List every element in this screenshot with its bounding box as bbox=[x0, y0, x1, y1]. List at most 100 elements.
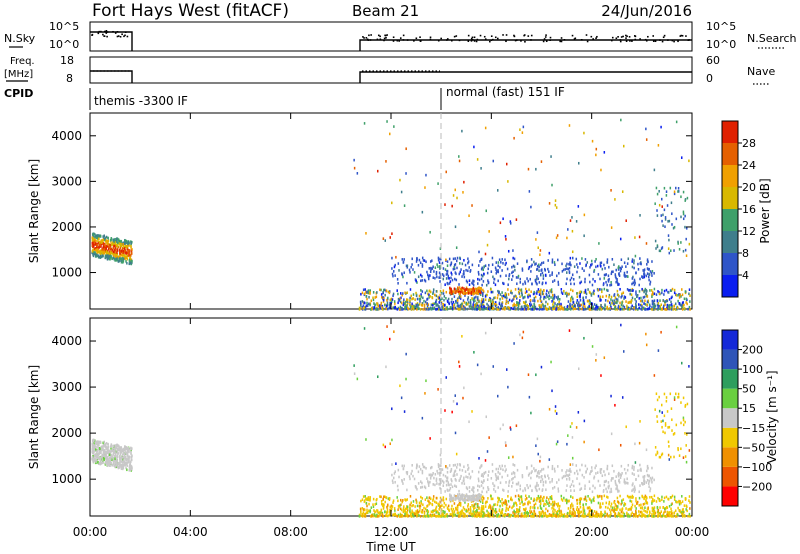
velocity-point bbox=[560, 509, 562, 513]
power-point bbox=[96, 235, 99, 238]
power-point bbox=[393, 265, 396, 269]
power-point bbox=[616, 299, 619, 303]
velocity-point bbox=[438, 508, 440, 511]
velocity-point bbox=[378, 514, 380, 518]
nsearch-dot bbox=[467, 34, 470, 37]
velocity-point bbox=[632, 495, 634, 499]
power-point bbox=[364, 301, 366, 305]
velocity-point bbox=[537, 506, 539, 510]
power-point bbox=[107, 251, 109, 255]
power-point bbox=[640, 307, 643, 311]
velocity-point bbox=[116, 451, 119, 454]
power-point bbox=[460, 287, 463, 291]
power-point bbox=[522, 282, 524, 286]
power-point bbox=[516, 303, 518, 307]
velocity-point bbox=[660, 515, 662, 518]
velocity-point bbox=[629, 499, 631, 503]
velocity-point bbox=[616, 515, 618, 518]
power-point bbox=[633, 283, 636, 287]
velocity-point bbox=[593, 476, 595, 480]
velocity-point bbox=[406, 505, 409, 509]
velocity-point bbox=[548, 504, 550, 508]
velocity-point bbox=[532, 506, 534, 509]
velocity-point bbox=[103, 449, 106, 453]
velocity-point bbox=[112, 446, 115, 450]
power-point bbox=[426, 302, 429, 305]
power-point bbox=[426, 289, 428, 293]
power-point bbox=[391, 300, 393, 304]
velocity-point bbox=[396, 515, 399, 518]
velocity-point bbox=[470, 513, 472, 516]
power-point bbox=[95, 253, 97, 257]
velocity-point bbox=[418, 514, 420, 517]
velocity-point bbox=[419, 504, 422, 508]
power-point bbox=[494, 301, 497, 304]
power-point bbox=[682, 190, 685, 194]
velocity-point bbox=[420, 486, 422, 489]
velocity-point bbox=[437, 502, 439, 506]
velocity-point bbox=[579, 502, 581, 506]
power-point bbox=[522, 125, 525, 129]
power-point bbox=[417, 304, 420, 307]
power-point bbox=[473, 296, 476, 300]
power-point bbox=[657, 143, 660, 147]
velocity-point bbox=[538, 514, 541, 518]
power-point bbox=[376, 169, 379, 173]
power-point bbox=[563, 306, 566, 309]
power-point bbox=[130, 254, 132, 257]
power-point bbox=[600, 261, 603, 265]
power-point bbox=[667, 234, 670, 237]
velocity-point bbox=[128, 450, 130, 454]
nsearch-dot bbox=[544, 36, 547, 38]
power-point bbox=[425, 173, 427, 177]
velocity-point bbox=[427, 510, 430, 513]
power-point bbox=[432, 276, 435, 280]
velocity-point bbox=[100, 462, 103, 465]
power-point bbox=[521, 131, 524, 134]
velocity-point bbox=[678, 509, 680, 512]
power-point bbox=[433, 270, 435, 273]
power-point bbox=[651, 260, 653, 263]
power-point bbox=[542, 292, 545, 296]
velocity-point bbox=[601, 497, 603, 500]
nsearch-dot bbox=[383, 37, 386, 40]
power-point bbox=[678, 296, 681, 299]
power-point bbox=[485, 307, 487, 311]
power-point bbox=[536, 307, 538, 311]
power-point bbox=[450, 261, 453, 265]
velocity-point bbox=[439, 500, 441, 504]
power-point bbox=[622, 291, 625, 295]
velocity-point bbox=[94, 439, 96, 443]
power-point bbox=[428, 293, 430, 297]
velocity-point bbox=[688, 495, 691, 498]
power-point bbox=[119, 255, 121, 259]
nsearch-dot bbox=[106, 35, 108, 38]
velocity-point bbox=[538, 511, 541, 514]
velocity-point bbox=[421, 463, 424, 466]
velocity-point bbox=[631, 503, 634, 507]
nsearch-dot bbox=[592, 38, 594, 40]
power-point bbox=[407, 307, 410, 311]
power-point bbox=[402, 299, 405, 303]
velocity-point bbox=[687, 514, 689, 518]
power-point bbox=[495, 303, 498, 307]
power-point bbox=[545, 293, 548, 297]
power-point bbox=[687, 307, 689, 311]
nsearch-dot bbox=[440, 37, 442, 40]
power-point bbox=[449, 280, 452, 283]
power-point bbox=[617, 306, 619, 310]
power-point bbox=[388, 291, 391, 295]
power-point bbox=[463, 272, 465, 276]
velocity-point bbox=[467, 508, 470, 511]
power-point bbox=[369, 303, 371, 307]
velocity-point bbox=[607, 514, 609, 518]
velocity-point bbox=[106, 455, 109, 459]
power-point bbox=[413, 271, 416, 274]
velocity-point bbox=[406, 511, 408, 514]
power-point bbox=[416, 281, 418, 284]
power-point bbox=[613, 299, 616, 303]
velocity-point bbox=[426, 496, 428, 499]
power-point bbox=[689, 300, 691, 303]
velocity-point bbox=[494, 511, 497, 515]
velocity-point bbox=[440, 504, 442, 508]
